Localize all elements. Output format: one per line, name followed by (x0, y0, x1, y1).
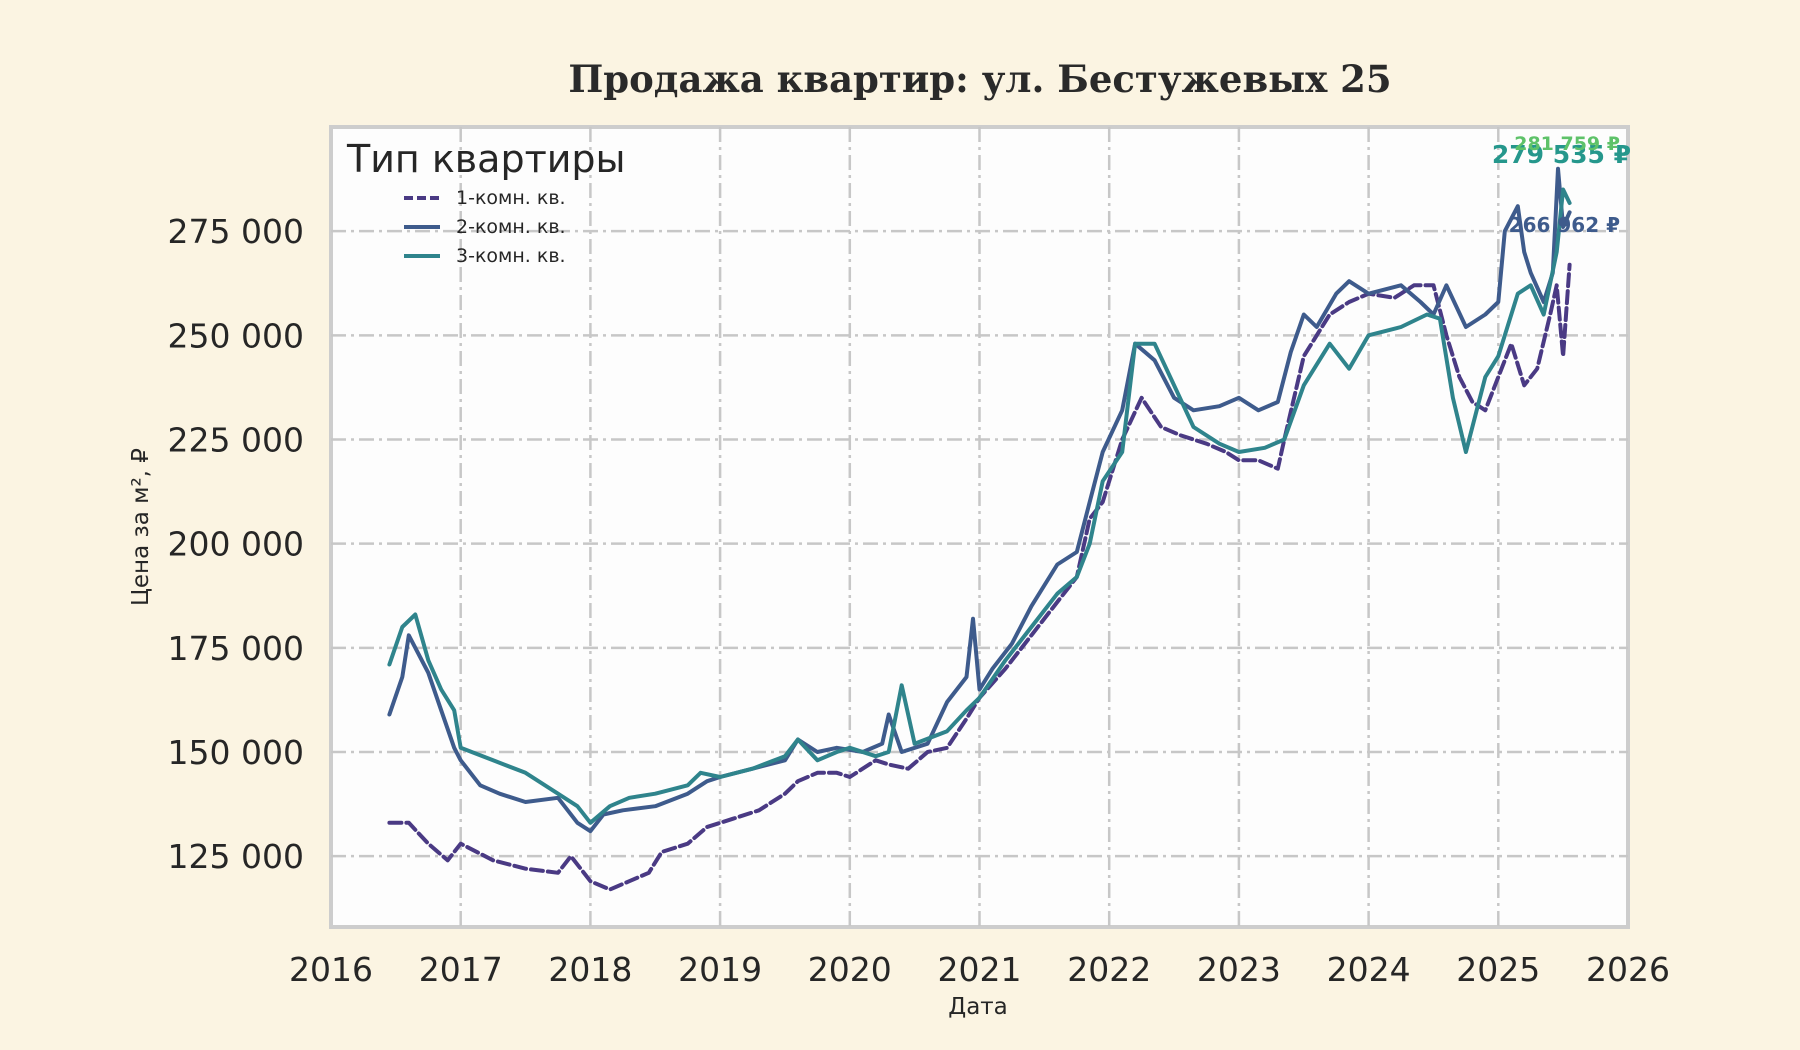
x-tick-label: 2018 (548, 950, 632, 989)
end-labels: 266 962 ₽ 279 535 ₽281 759 ₽ (1492, 133, 1631, 237)
x-tick-label: 2019 (678, 950, 762, 989)
x-tick-label: 2026 (1586, 950, 1670, 989)
legend: Тип квартиры 1-комн. кв. 2-комн. кв. 3-ком… (346, 137, 626, 267)
x-tick-label: 2025 (1456, 950, 1540, 989)
series-end-label: 266 962 ₽ (1509, 213, 1620, 237)
y-tick-label: 225 000 (168, 421, 304, 460)
x-tick-label: 2016 (289, 950, 373, 989)
y-tick-label: 200 000 (168, 525, 304, 564)
y-axis-label: Цена за м², ₽ (128, 448, 154, 606)
x-tick-label: 2017 (419, 950, 503, 989)
series-lines (387, 166, 1572, 892)
series-line-3 (387, 187, 1572, 825)
x-tick-label: 2023 (1197, 950, 1281, 989)
series-line-1 (387, 262, 1572, 892)
y-tick-label: 125 000 (168, 837, 304, 876)
series-line-2 (387, 166, 1572, 834)
x-tick-label: 2022 (1067, 950, 1151, 989)
legend-label: 1-комн. кв. (456, 187, 566, 209)
legend-title: Тип квартиры (346, 137, 626, 181)
x-tick-label: 2024 (1327, 950, 1411, 989)
legend-items: 1-комн. кв. 2-комн. кв. 3-комн. кв. (404, 187, 566, 267)
x-tick-label: 2020 (808, 950, 892, 989)
x-tick-label: 2021 (938, 950, 1022, 989)
axis-ticks: 2016 2017 2018 2019 2020 2021 2022 2023 2024 2025… (168, 212, 1670, 989)
y-tick-label: 150 000 (168, 733, 304, 772)
y-tick-label: 175 000 (168, 629, 304, 668)
y-tick-label: 275 000 (168, 212, 304, 251)
grid-lines (331, 127, 1628, 927)
series-end-label: 281 759 ₽ (1514, 133, 1620, 155)
chart-title: Продажа квартир: ул. Бестужевых 25 (568, 57, 1391, 101)
legend-label: 2-комн. кв. (456, 216, 566, 238)
x-axis-label: Дата (948, 994, 1008, 1020)
y-tick-label: 250 000 (168, 316, 304, 355)
legend-label: 3-комн. кв. (456, 245, 566, 267)
series-end-label: 279 535 ₽ (1492, 140, 1631, 169)
